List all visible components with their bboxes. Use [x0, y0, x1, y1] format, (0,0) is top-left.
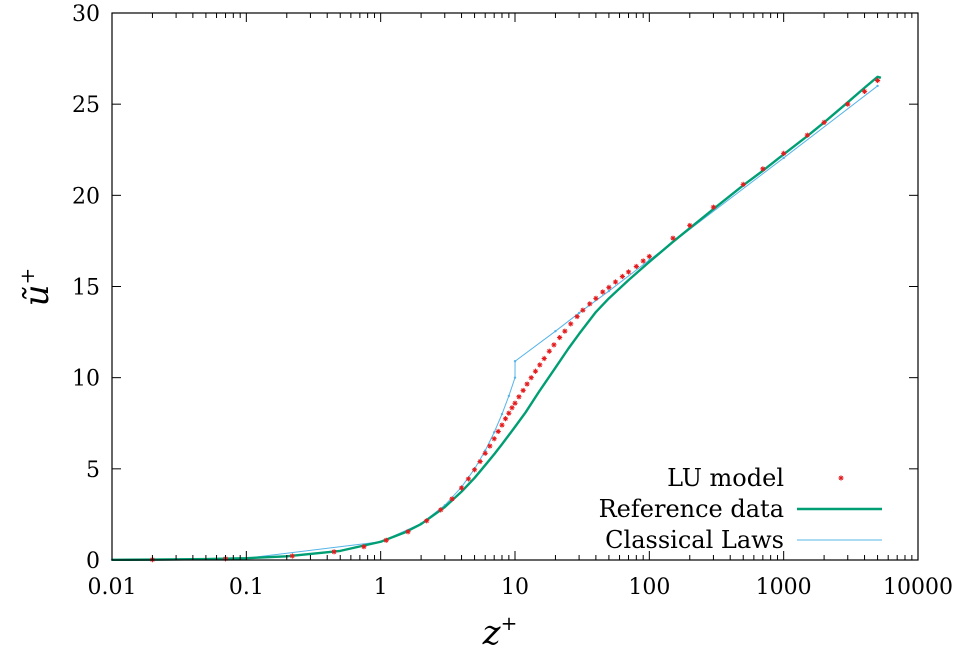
lu-model-point	[600, 289, 606, 295]
lu-model-point	[499, 422, 505, 428]
y-tick-label: 10	[72, 367, 100, 392]
lu-model-point	[405, 529, 411, 535]
lu-model-point	[580, 307, 586, 313]
lu-model-point	[861, 88, 868, 95]
legend: LU model Reference data Classical Laws	[599, 464, 882, 554]
x-tick-label: 0.01	[88, 575, 137, 600]
lu-model-point	[781, 150, 787, 156]
lu-model-point	[506, 410, 512, 416]
x-axis-title-main: z	[482, 613, 502, 650]
classical-laws-point	[513, 376, 517, 379]
lu-model-point	[289, 553, 295, 559]
lu-model-point	[740, 181, 746, 187]
lu-model-point	[524, 381, 530, 387]
y-tick-label: 15	[72, 276, 100, 301]
lu-model-point	[465, 476, 472, 482]
lu-model-point	[845, 101, 851, 107]
y-tick-label: 5	[86, 458, 100, 483]
lu-model-point	[361, 544, 367, 550]
x-tick-label: 10	[501, 575, 529, 600]
x-tick-label: 1000	[756, 575, 812, 600]
lu-model-point	[821, 119, 827, 125]
lu-model-point	[804, 132, 810, 138]
classical-laws-point	[577, 311, 581, 315]
y-tick-label: 0	[86, 549, 100, 574]
lu-model-point	[458, 485, 465, 491]
lu-model-point	[482, 450, 488, 456]
lu-model-point	[495, 428, 501, 435]
lu-model-point	[557, 334, 563, 341]
classical-laws-point	[607, 289, 611, 293]
x-tick-label: 10000	[883, 575, 953, 600]
y-tick-label: 30	[72, 2, 100, 27]
lu-model-point	[687, 222, 693, 229]
lu-model-point	[438, 507, 444, 513]
lu-model-point	[331, 549, 337, 555]
lu-model-point	[874, 77, 881, 84]
y-tick-label: 25	[72, 93, 100, 118]
classical-laws-point	[782, 156, 785, 160]
y-tick-label: 20	[72, 184, 100, 209]
lu-model-point	[760, 166, 766, 172]
y-axis-title-sup: +	[15, 268, 39, 285]
lu-model-point	[606, 284, 612, 291]
lu-model-point	[516, 394, 522, 400]
y-axis-title-main: ũ	[17, 284, 57, 306]
lu-model-point	[520, 387, 526, 394]
lu-model-point	[477, 458, 483, 465]
lu-model-point	[568, 321, 574, 327]
legend-star-marker	[838, 475, 844, 481]
lu-model-point	[546, 348, 552, 354]
lu-model-point	[670, 235, 676, 241]
x-tick-label: 100	[628, 575, 670, 600]
x-tick-label: 1	[374, 575, 388, 600]
classical-laws-point	[513, 360, 517, 363]
lu-model-point	[449, 496, 455, 502]
lu-model-point	[502, 416, 509, 422]
legend-label-lu-model: LU model	[667, 464, 784, 492]
x-axis-title-sup: +	[501, 611, 518, 635]
lu-model-point	[528, 375, 534, 381]
lu-model-point	[625, 269, 632, 275]
lu-model-point	[509, 405, 515, 411]
lu-model-point	[633, 263, 639, 270]
lu-model-point	[537, 362, 543, 368]
classical-laws-point	[483, 449, 487, 452]
series-layer	[110, 75, 882, 563]
classical-laws-point	[507, 394, 511, 398]
lu-model-point	[612, 279, 619, 285]
y-axis-title: ũ+	[15, 268, 57, 307]
lu-model-point	[640, 258, 646, 264]
classical-laws-point	[500, 412, 504, 416]
lu-model-point	[587, 301, 593, 307]
lu-model-point	[512, 400, 518, 406]
x-axis-title: z+	[482, 611, 518, 650]
lu-model-point	[471, 467, 478, 473]
tick-labels-layer: 0.01 0.1 1 10 100 1000 10000 0 5 10 15 20 25 30	[72, 2, 953, 600]
lu-model-point	[593, 295, 599, 301]
x-tick-label: 0.1	[229, 575, 264, 600]
plot-frame	[111, 12, 919, 561]
lu-model-point	[710, 204, 717, 210]
lu-model-point	[487, 443, 493, 449]
ticks-layer	[111, 12, 919, 561]
legend-label-classical-laws: Classical Laws	[605, 526, 784, 554]
lu-model-point	[532, 368, 539, 374]
classical-laws-point	[554, 329, 557, 333]
lu-model-point	[541, 355, 547, 362]
lu-model-point	[491, 436, 497, 442]
classical-laws-point	[876, 84, 879, 88]
lu-model-point	[383, 537, 389, 543]
legend-label-reference-data: Reference data	[599, 495, 784, 523]
lu-model-point	[551, 342, 557, 348]
lu-model-point	[619, 273, 625, 280]
lu-model-point	[562, 328, 568, 334]
classical-laws-point	[492, 431, 496, 434]
lu-model-point	[424, 518, 430, 524]
lu-model-point	[646, 253, 652, 260]
legend-key-lu-model	[838, 475, 844, 481]
lu-model-point	[574, 313, 580, 320]
